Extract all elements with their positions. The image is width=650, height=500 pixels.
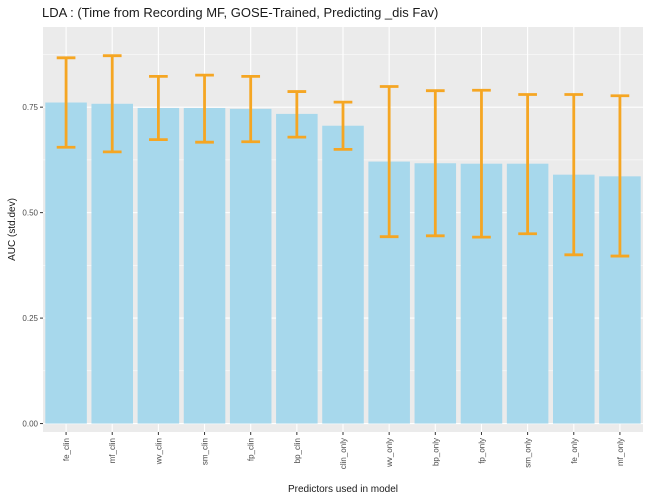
x-tick-label: sm_clin bbox=[201, 438, 210, 465]
error-bar-mf_clin bbox=[102, 54, 122, 154]
bar-bp_clin bbox=[276, 113, 318, 424]
bar-sm_clin bbox=[183, 108, 226, 424]
error-bar-fe_only bbox=[564, 93, 584, 257]
error-bar-fp_clin bbox=[241, 74, 261, 144]
x-tick-label: sm_only bbox=[524, 438, 533, 468]
x-axis-title: Predictors used in model bbox=[288, 484, 398, 495]
x-axis: fe_clin mf_clin wv_clin sm_clin fp_clin bp_cl… bbox=[62, 432, 625, 469]
error-bar-wv_clin bbox=[149, 74, 168, 142]
y-tick-label: 0.75 bbox=[22, 103, 38, 112]
x-tick-label: bp_clin bbox=[293, 438, 302, 463]
x-tick-label: mf_only bbox=[616, 438, 625, 466]
x-tick-label: wv_only bbox=[385, 438, 394, 468]
error-bar-sm_clin bbox=[195, 73, 214, 144]
bar-clin_only bbox=[322, 125, 364, 424]
y-tick-label: 0.25 bbox=[22, 314, 38, 323]
x-tick-label: bp_only bbox=[431, 438, 440, 466]
y-axis: 0.00 0.25 0.50 0.75 bbox=[22, 103, 43, 429]
x-tick-label: clin_only bbox=[339, 438, 348, 469]
bar-wv_clin bbox=[137, 108, 180, 424]
x-tick-label: wv_clin bbox=[154, 438, 163, 465]
bar-fe_clin bbox=[45, 102, 87, 424]
error-bar-mf_only bbox=[610, 94, 630, 258]
error-bar-fp_only bbox=[472, 88, 491, 239]
bar-mf_clin bbox=[91, 103, 133, 424]
chart-title: LDA : (Time from Recording MF, GOSE-Trai… bbox=[42, 5, 439, 20]
error-bar-bp_clin bbox=[287, 90, 307, 139]
error-bar-fe_clin bbox=[56, 56, 76, 149]
y-axis-title: AUC (std.dev) bbox=[7, 198, 18, 261]
bar-fp_clin bbox=[229, 108, 272, 424]
bars bbox=[45, 102, 641, 424]
x-tick-label: fe_clin bbox=[62, 438, 71, 461]
error-bar-clin_only bbox=[333, 100, 353, 151]
error-bars bbox=[56, 54, 630, 258]
y-tick-label: 0.50 bbox=[22, 209, 38, 218]
x-tick-label: fe_only bbox=[570, 438, 579, 464]
x-tick-label: mf_clin bbox=[108, 438, 117, 463]
error-bar-bp_only bbox=[425, 89, 445, 238]
error-bar-sm_only bbox=[518, 93, 537, 236]
x-tick-label: fp_clin bbox=[247, 438, 256, 461]
error-bar-wv_only bbox=[379, 85, 399, 239]
y-tick-label: 0.00 bbox=[22, 420, 38, 429]
x-tick-label: fp_only bbox=[477, 438, 486, 464]
